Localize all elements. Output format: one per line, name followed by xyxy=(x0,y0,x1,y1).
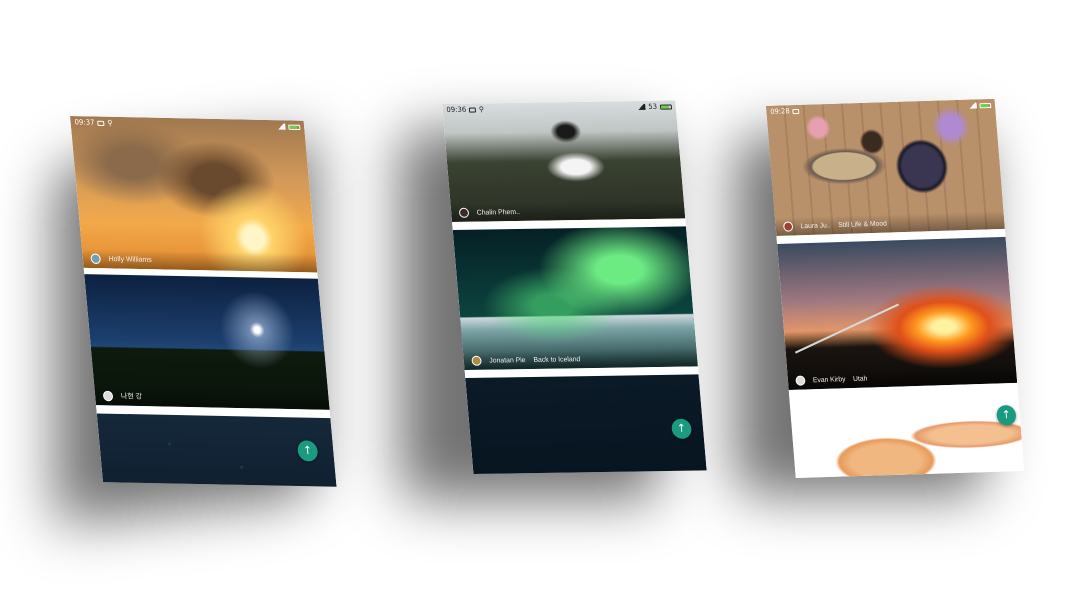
photo-card[interactable]: Jonatan Pie Back to Iceland xyxy=(452,226,698,370)
arrow-up-icon: ↑ xyxy=(676,421,687,435)
photo-card[interactable]: Holly Williams xyxy=(70,116,318,273)
phone-screen-2: 09:36 ⚲ 53 Chalin Phem.. Jonatan Pie Bac… xyxy=(442,100,707,475)
status-time: 09:37 xyxy=(74,118,95,127)
arrow-up-icon: ↑ xyxy=(302,443,313,458)
message-icon xyxy=(468,106,477,113)
battery-icon xyxy=(979,102,992,108)
author-name[interactable]: Chalin Phem.. xyxy=(476,208,521,217)
battery-level: 53 xyxy=(648,102,658,111)
avatar[interactable] xyxy=(458,207,470,218)
phone-screen-1: 09:37 ⚲ Holly Williams 나현 강 xyxy=(70,116,337,487)
author-name[interactable]: 나현 강 xyxy=(120,393,143,401)
avatar[interactable] xyxy=(90,253,102,265)
arrow-up-icon: ↑ xyxy=(1001,408,1012,422)
photo-card[interactable]: Chalin Phem.. xyxy=(442,100,686,222)
collection-name[interactable]: Utah xyxy=(852,375,868,383)
battery-icon xyxy=(288,124,301,130)
photo-card[interactable] xyxy=(789,392,1025,479)
usb-icon: ⚲ xyxy=(478,105,485,114)
author-name[interactable]: Evan Kirby xyxy=(812,375,846,384)
photo-card[interactable]: Laura Ju.. Still Life & Mood xyxy=(766,98,1005,236)
status-time: 09:36 xyxy=(446,105,467,114)
avatar[interactable] xyxy=(795,375,806,386)
avatar[interactable] xyxy=(782,221,794,232)
signal-icon xyxy=(276,123,286,130)
author-name[interactable]: Jonatan Pie xyxy=(489,356,526,365)
collection-name[interactable]: Still Life & Mood xyxy=(837,220,888,229)
photo-card[interactable] xyxy=(465,374,707,475)
signal-icon xyxy=(967,102,977,109)
photo-card[interactable]: Evan Kirby Utah xyxy=(777,236,1018,390)
message-icon xyxy=(792,108,800,114)
collection-name[interactable]: Back to Iceland xyxy=(533,355,581,364)
avatar[interactable] xyxy=(102,390,114,402)
status-time: 09:28 xyxy=(770,107,791,116)
photo-card[interactable]: 나현 강 xyxy=(84,274,330,410)
signal-icon xyxy=(636,103,646,111)
phone-screen-3: 09:28 Laura Ju.. Still Life & Mood Evan … xyxy=(766,98,1025,479)
battery-icon xyxy=(659,103,673,110)
author-name[interactable]: Laura Ju.. xyxy=(800,221,831,230)
author-name[interactable]: Holly Williams xyxy=(108,255,153,264)
usb-icon: ⚲ xyxy=(107,118,113,128)
marshmallow-stick xyxy=(794,303,900,354)
avatar[interactable] xyxy=(471,355,482,366)
message-icon xyxy=(97,120,105,126)
